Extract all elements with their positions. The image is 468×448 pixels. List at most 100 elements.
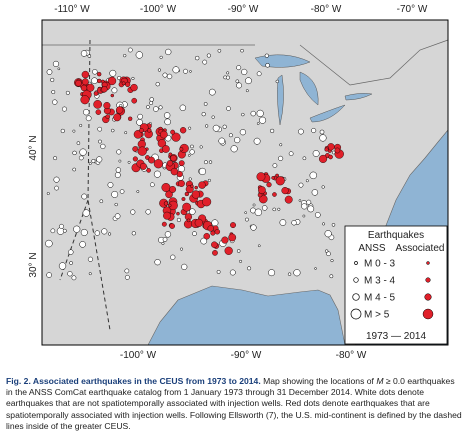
earthquake-dot xyxy=(45,239,53,248)
associated-dot xyxy=(177,180,185,187)
associated-dot xyxy=(212,250,218,256)
earthquake-dot xyxy=(298,182,304,188)
earthquake-dot xyxy=(269,128,275,134)
earthquake-dot xyxy=(268,269,276,277)
associated-dot xyxy=(171,132,181,142)
earthquake-dot xyxy=(256,122,260,125)
top-tick: -110° W xyxy=(54,4,90,15)
earthquake-dot xyxy=(101,228,108,235)
earthquake-dot xyxy=(287,272,292,276)
earthquake-dot xyxy=(240,48,244,53)
associated-dot xyxy=(324,147,329,152)
earthquake-dot xyxy=(162,237,168,242)
associated-dot xyxy=(211,241,218,248)
earthquake-dot xyxy=(164,231,172,238)
earthquake-dot xyxy=(331,223,336,227)
earthquake-dot xyxy=(189,70,192,73)
legend-red-dot xyxy=(422,308,434,320)
earthquake-dot xyxy=(302,214,306,218)
associated-dot xyxy=(128,116,133,121)
earthquake-dot xyxy=(46,272,52,278)
earthquake-dot xyxy=(194,55,200,61)
associated-dot xyxy=(178,160,185,167)
associated-dot xyxy=(125,81,131,88)
earthquake-dot xyxy=(115,167,122,173)
earthquake-dot xyxy=(111,190,119,198)
earthquake-dot xyxy=(99,199,104,204)
associated-dot xyxy=(161,221,167,227)
associated-dot xyxy=(93,100,102,109)
earthquake-dot xyxy=(216,269,221,274)
earthquake-dot xyxy=(272,163,278,168)
earthquake-dot xyxy=(189,208,196,215)
earthquake-dot xyxy=(157,68,162,72)
associated-dot xyxy=(284,195,293,204)
legend-red-dot xyxy=(424,293,432,301)
earthquake-dot xyxy=(279,143,283,147)
associated-dot xyxy=(228,233,237,242)
earthquake-dot xyxy=(264,53,269,58)
earthquake-dot xyxy=(73,225,81,233)
earthquake-dot xyxy=(245,89,249,93)
earthquake-dot xyxy=(91,159,96,164)
earthquake-dot xyxy=(277,207,281,211)
earthquake-dot xyxy=(179,104,187,112)
earthquake-dot xyxy=(153,106,159,112)
earthquake-dot xyxy=(176,217,182,223)
earthquake-dot xyxy=(50,77,55,82)
earthquake-dot xyxy=(203,102,208,106)
associated-dot xyxy=(86,83,95,92)
legend-title: Earthquakes xyxy=(368,230,424,241)
earthquake-dot xyxy=(61,106,67,112)
earthquake-dot xyxy=(250,224,257,231)
earthquake-dot xyxy=(205,124,209,128)
earthquake-dot xyxy=(188,154,191,157)
earthquake-dot xyxy=(319,129,325,135)
earthquake-dot xyxy=(253,137,261,145)
bottom-tick: -90° W xyxy=(231,350,262,361)
associated-dot xyxy=(163,201,169,206)
earthquake-dot xyxy=(198,167,207,176)
earthquake-dot xyxy=(236,249,241,253)
earthquake-dot xyxy=(165,48,172,56)
earthquake-dot xyxy=(201,112,206,117)
associated-dot xyxy=(224,246,233,255)
earthquake-dot xyxy=(239,129,246,136)
associated-dot xyxy=(186,218,191,223)
associated-dot xyxy=(130,83,138,92)
associated-dot xyxy=(160,130,168,139)
earthquake-dot xyxy=(116,149,122,155)
caption-text: ≥ 0.0 earthquakes in the ANSS ComCat ear… xyxy=(6,376,462,431)
earthquake-dot xyxy=(127,160,131,164)
earthquake-dot xyxy=(218,137,226,145)
earthquake-dot xyxy=(85,115,92,122)
earthquake-dot xyxy=(69,261,73,265)
legend-red-dot xyxy=(426,261,430,265)
earthquake-dot xyxy=(314,212,321,218)
earthquake-dot xyxy=(293,269,301,277)
earthquake-dot xyxy=(118,159,122,163)
earthquake-dot xyxy=(330,259,334,263)
earthquake-dot xyxy=(212,124,220,132)
legend-white-dot xyxy=(350,308,362,320)
associated-dot xyxy=(176,211,180,216)
earthquake-dot xyxy=(257,244,261,248)
earthquake-dot xyxy=(131,231,136,236)
earthquake-dot xyxy=(277,155,284,162)
associated-dot xyxy=(95,109,102,115)
left-tick: 30° N xyxy=(28,252,39,277)
earthquake-dot xyxy=(154,259,161,266)
earthquake-dot xyxy=(72,167,77,172)
earthquake-dot xyxy=(222,124,227,129)
earthquake-dot xyxy=(94,230,100,236)
earthquake-dot xyxy=(259,116,267,124)
associated-dot xyxy=(170,154,177,162)
earthquake-dot xyxy=(83,109,90,116)
associated-dot xyxy=(230,222,236,229)
associated-dot xyxy=(153,159,163,169)
earthquake-dot xyxy=(291,220,297,226)
earthquake-dot xyxy=(235,79,240,84)
earthquake-dot xyxy=(124,268,130,274)
earthquake-dot xyxy=(62,228,67,233)
earthquake-dot xyxy=(188,177,192,181)
